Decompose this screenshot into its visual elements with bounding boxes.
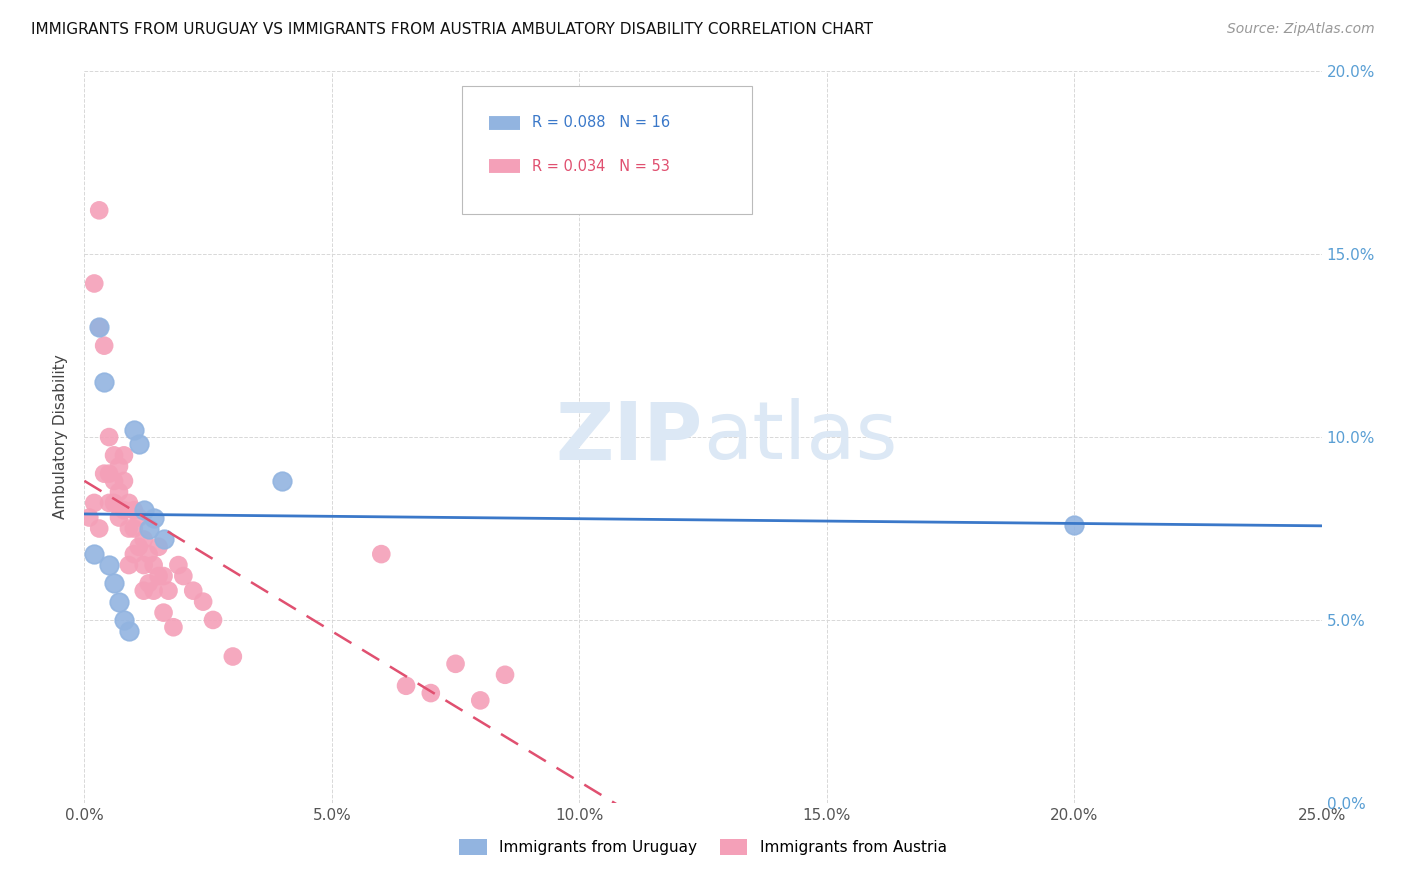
Point [167,558,190,573]
Point [122,503,145,517]
Point [112,448,135,462]
Point [118,521,141,535]
Point [419,686,441,700]
Point [98,467,121,481]
Point [157,583,180,598]
Point [395,679,418,693]
Point [108,485,131,500]
Point [370,547,392,561]
Point [112,503,135,517]
Point [222,649,245,664]
Point [108,459,131,474]
Point [128,540,150,554]
Point [152,606,174,620]
Point [148,540,170,554]
Point [132,558,155,573]
Point [103,448,125,462]
Point [494,667,516,681]
Point [138,576,160,591]
Y-axis label: Ambulatory Disability: Ambulatory Disability [53,355,69,519]
Point [470,693,492,707]
Point [172,569,194,583]
Point [132,583,155,598]
Point [112,474,135,488]
Point [98,558,121,573]
Point [79,510,101,524]
Point [108,510,131,524]
Point [142,558,165,573]
Point [122,423,145,437]
Point [1063,517,1085,532]
Point [118,558,141,573]
Point [271,474,294,488]
FancyBboxPatch shape [461,86,752,214]
Point [138,521,160,535]
Point [118,624,141,638]
Point [103,496,125,510]
Point [132,503,155,517]
Point [122,547,145,561]
Point [138,547,160,561]
Point [89,521,111,535]
Point [122,521,145,535]
Point [181,583,204,598]
Point [83,277,105,291]
Point [83,496,105,510]
Point [444,657,467,671]
Legend: Immigrants from Uruguay, Immigrants from Austria: Immigrants from Uruguay, Immigrants from… [453,833,953,861]
Point [112,613,135,627]
Point [93,338,115,352]
Point [93,375,115,389]
Point [132,533,155,547]
Point [103,474,125,488]
Point [89,203,111,218]
Point [118,496,141,510]
Point [128,437,150,451]
Point [93,467,115,481]
Point [128,510,150,524]
Point [148,569,170,583]
Point [98,496,121,510]
Point [152,533,174,547]
Point [98,430,121,444]
Point [162,620,184,634]
Point [83,547,105,561]
Point [191,594,214,608]
Text: R = 0.034   N = 53: R = 0.034 N = 53 [533,159,671,174]
Point [142,510,165,524]
Text: atlas: atlas [703,398,897,476]
Point [108,594,131,608]
Point [89,320,111,334]
Point [202,613,225,627]
Point [152,569,174,583]
Point [89,320,111,334]
Point [142,583,165,598]
Text: Source: ZipAtlas.com: Source: ZipAtlas.com [1227,22,1375,37]
Text: IMMIGRANTS FROM URUGUAY VS IMMIGRANTS FROM AUSTRIA AMBULATORY DISABILITY CORRELA: IMMIGRANTS FROM URUGUAY VS IMMIGRANTS FR… [31,22,873,37]
Text: ZIP: ZIP [555,398,703,476]
Text: R = 0.088   N = 16: R = 0.088 N = 16 [533,115,671,130]
Point [103,576,125,591]
